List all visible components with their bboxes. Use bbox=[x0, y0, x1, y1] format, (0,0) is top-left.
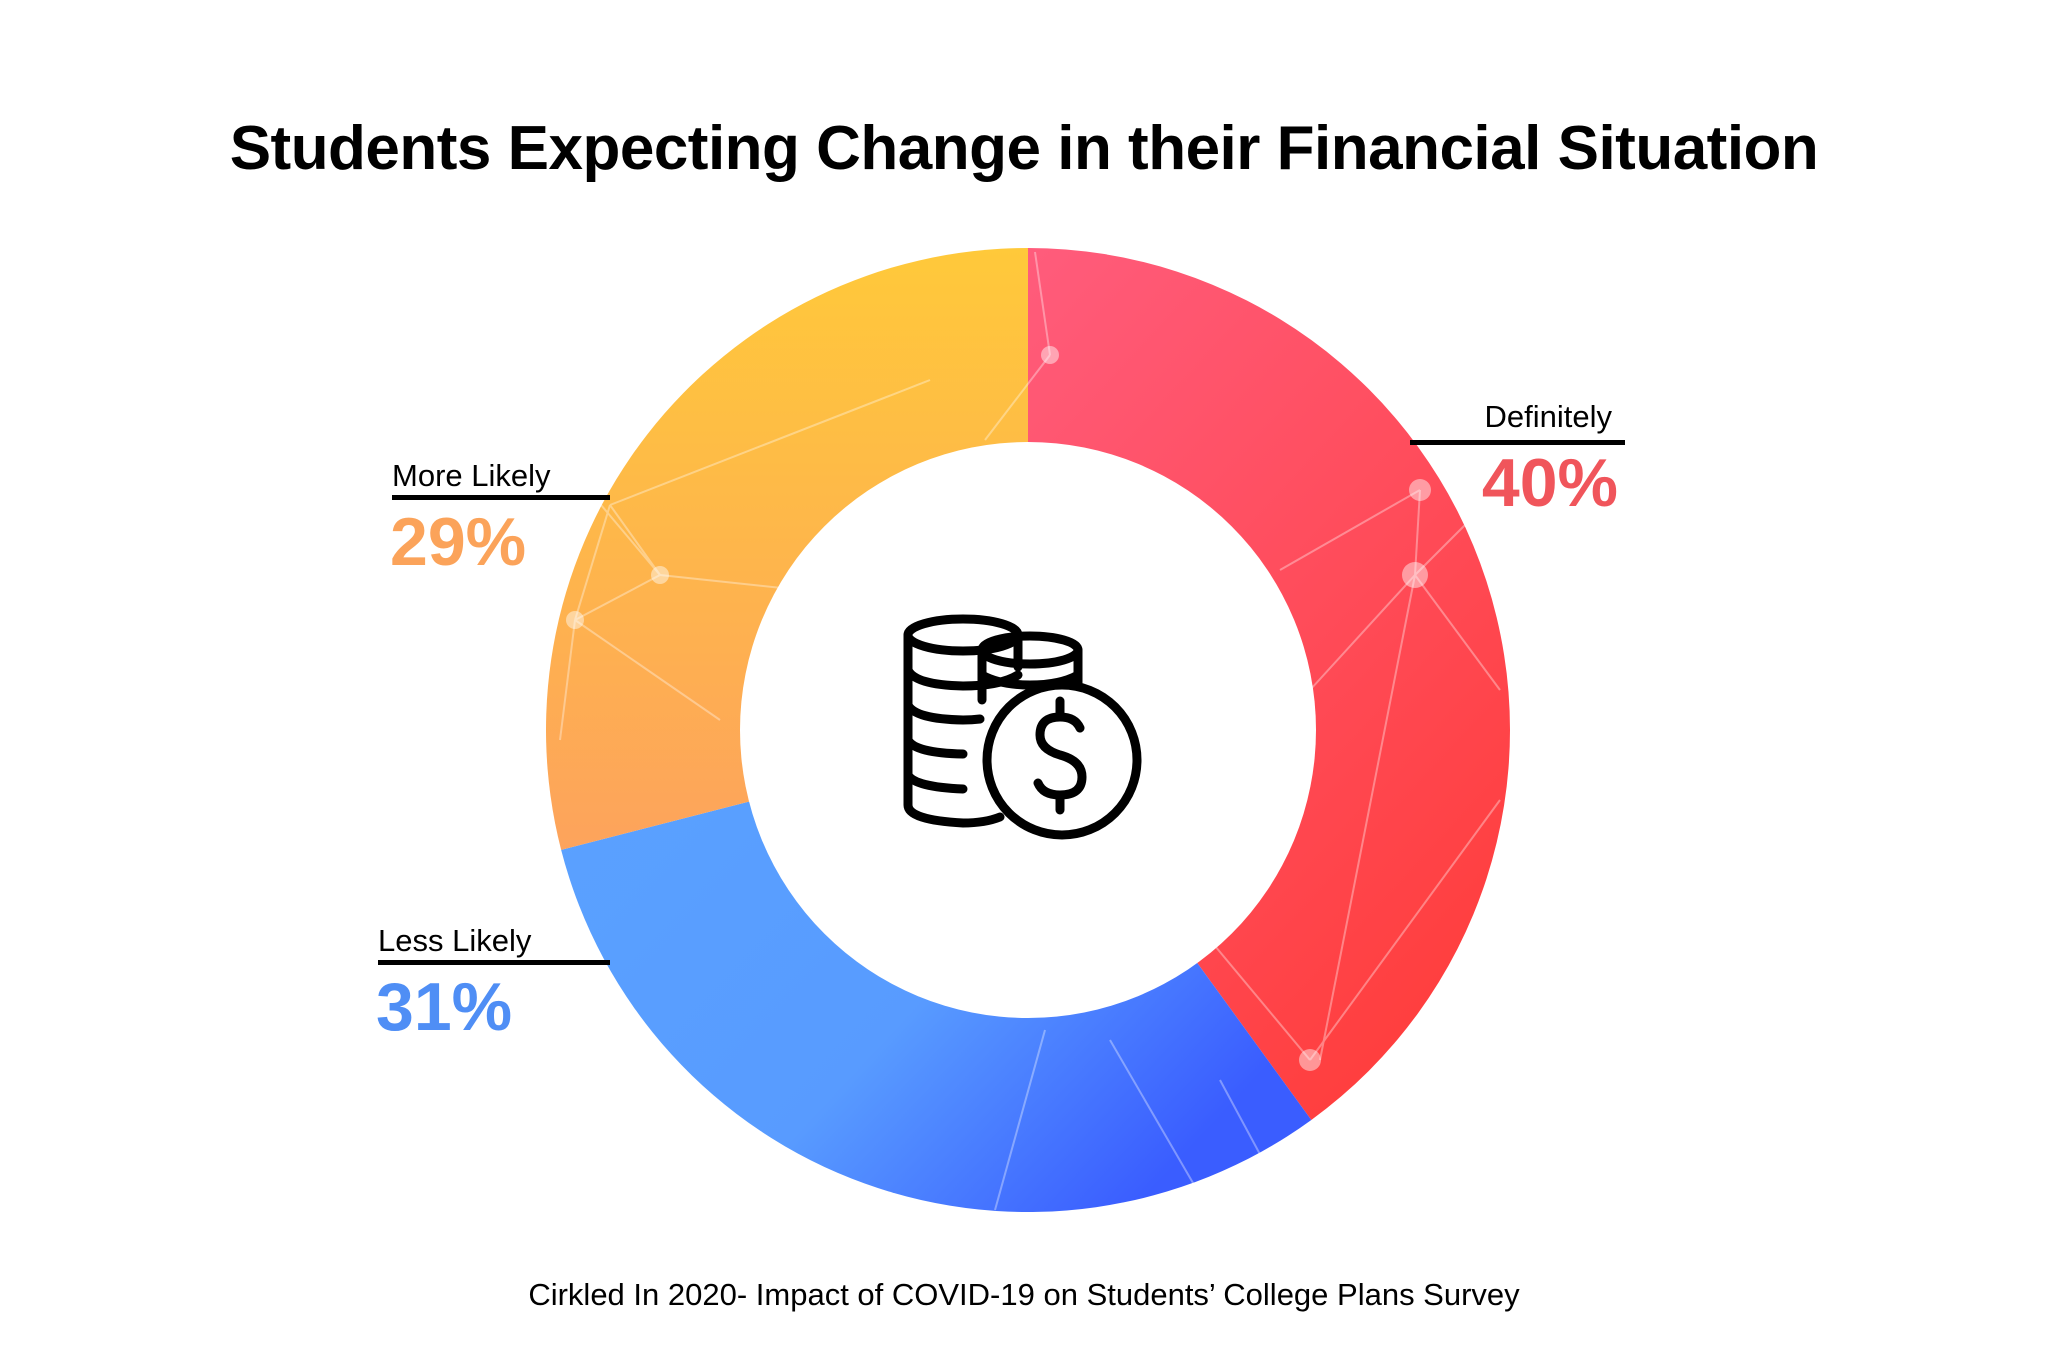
definitely-label: Definitely bbox=[1484, 399, 1613, 434]
less-likely-leader-line bbox=[378, 960, 610, 965]
chart-title: Students Expecting Change in their Finan… bbox=[229, 114, 1819, 183]
network-decoration bbox=[559, 251, 1501, 1211]
source-note: Cirkled In 2020- Impact of COVID-19 on S… bbox=[528, 1277, 1520, 1312]
network-dots-decoration bbox=[566, 346, 1431, 1071]
definitely-value: 40% bbox=[1481, 445, 1618, 521]
more-likely-leader-line bbox=[392, 495, 610, 500]
more-likely-label: More Likely bbox=[392, 458, 551, 493]
less-likely-value: 31% bbox=[376, 969, 513, 1045]
more-likely-value: 29% bbox=[390, 504, 527, 580]
less-likely-label: Less Likely bbox=[378, 923, 532, 958]
definitely-leader-line bbox=[1410, 440, 1625, 445]
coins-dollar-icon bbox=[903, 614, 1142, 840]
